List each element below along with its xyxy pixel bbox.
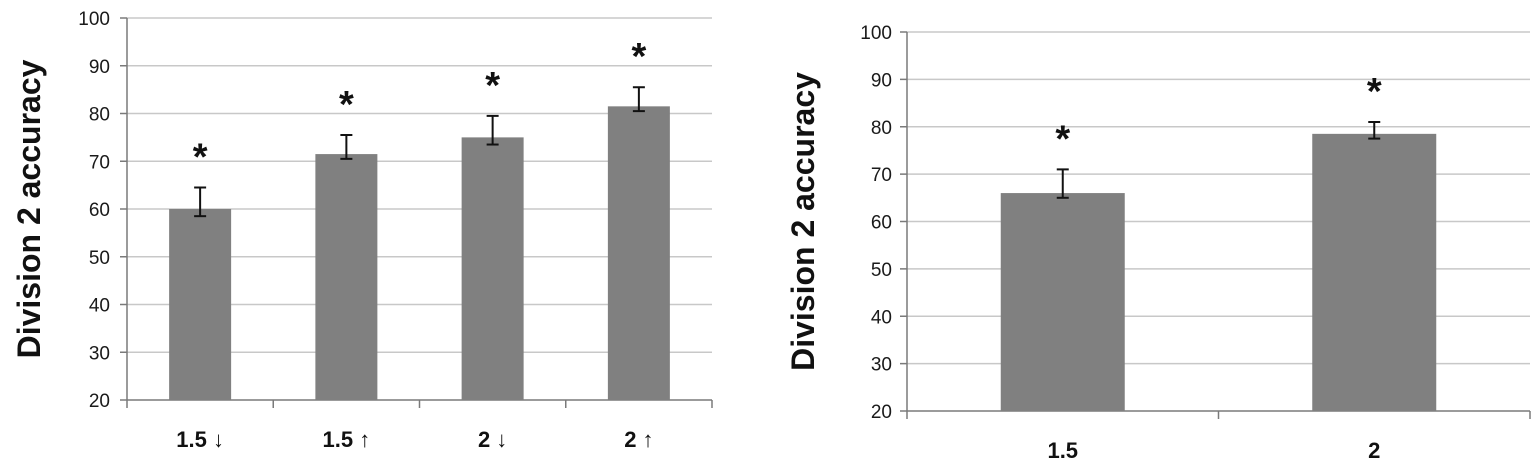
chart1-significance-star: * (631, 36, 646, 78)
chart1-y-tick-label: 60 (89, 200, 110, 221)
chart1-bar (315, 154, 378, 400)
chart1-significance-star: * (193, 137, 208, 179)
chart2-y-tick-label: 40 (871, 307, 892, 328)
chart1-y-tick-label: 80 (89, 105, 110, 126)
chart2-y-tick-label: 50 (871, 260, 892, 281)
chart1-y-tick-label: 20 (89, 391, 110, 412)
chart1-error-bar (340, 133, 353, 160)
chart1-y-tick-label: 50 (89, 248, 110, 269)
chart1-significance-star: * (485, 65, 500, 107)
chart1-x-tick-label: 1.5 ↑ (323, 427, 371, 452)
chart2-x-tick-label: 1.5 (1047, 438, 1078, 463)
chart1-x-tick-label: 1.5 ↓ (176, 427, 224, 452)
left-chart-svg: 20 30 40 50 60 70 80 90 100 * 1.5 ↓ * 1.5 ↑ * 2 ↓ * 2 ↑ D… (11, 9, 713, 452)
chart2-significance-star: * (1367, 71, 1382, 113)
chart2-significance-star: * (1055, 118, 1070, 160)
chart1-y-tick-label: 100 (78, 9, 110, 30)
chart2-y-tick-label: 20 (871, 402, 892, 423)
chart2-y-tick-label: 80 (871, 118, 892, 139)
chart1-y-tick-label: 90 (89, 57, 110, 78)
chart2-y-tick-label: 90 (871, 70, 892, 91)
left-chart: 20 30 40 50 60 70 80 90 100 * 1.5 ↓ * 1.5 ↑ * 2 ↓ * 2 ↑ D… (0, 0, 760, 470)
chart2-y-tick-label: 30 (871, 355, 892, 376)
chart2-error-bar (1056, 168, 1069, 199)
chart2-y-tick-label: 60 (871, 213, 892, 234)
chart1-error-bar (486, 114, 499, 146)
chart1-x-tick-label: 2 ↓ (478, 427, 507, 452)
chart1-significance-star: * (339, 84, 354, 126)
chart1-x-tick-label: 2 ↑ (624, 427, 653, 452)
chart1-y-axis-title: Division 2 accuracy (11, 59, 47, 358)
chart1-y-tick-label: 30 (89, 343, 110, 364)
chart1-y-tick-label: 70 (89, 152, 110, 173)
chart2-error-bar (1368, 121, 1381, 140)
chart2-bar (1312, 133, 1437, 411)
chart2-y-tick-label: 100 (860, 23, 892, 44)
chart1-bar (607, 106, 670, 401)
right-chart-svg: 20 30 40 50 60 70 80 90 100 * 1.5 * 2 Division 2 accu… (785, 23, 1531, 463)
chart1-error-bar (194, 186, 207, 218)
chart1-error-bar (632, 86, 645, 113)
chart2-x-tick-label: 2 (1368, 438, 1380, 463)
chart2-y-axis-title: Division 2 accuracy (785, 72, 821, 371)
chart1-bar (461, 137, 524, 400)
right-chart: 20 30 40 50 60 70 80 90 100 * 1.5 * 2 Division 2 accu… (770, 0, 1536, 470)
chart1-bar (169, 209, 232, 400)
chart2-bar (1000, 193, 1125, 411)
chart2-y-tick-label: 70 (871, 165, 892, 186)
chart1-y-tick-label: 40 (89, 296, 110, 317)
